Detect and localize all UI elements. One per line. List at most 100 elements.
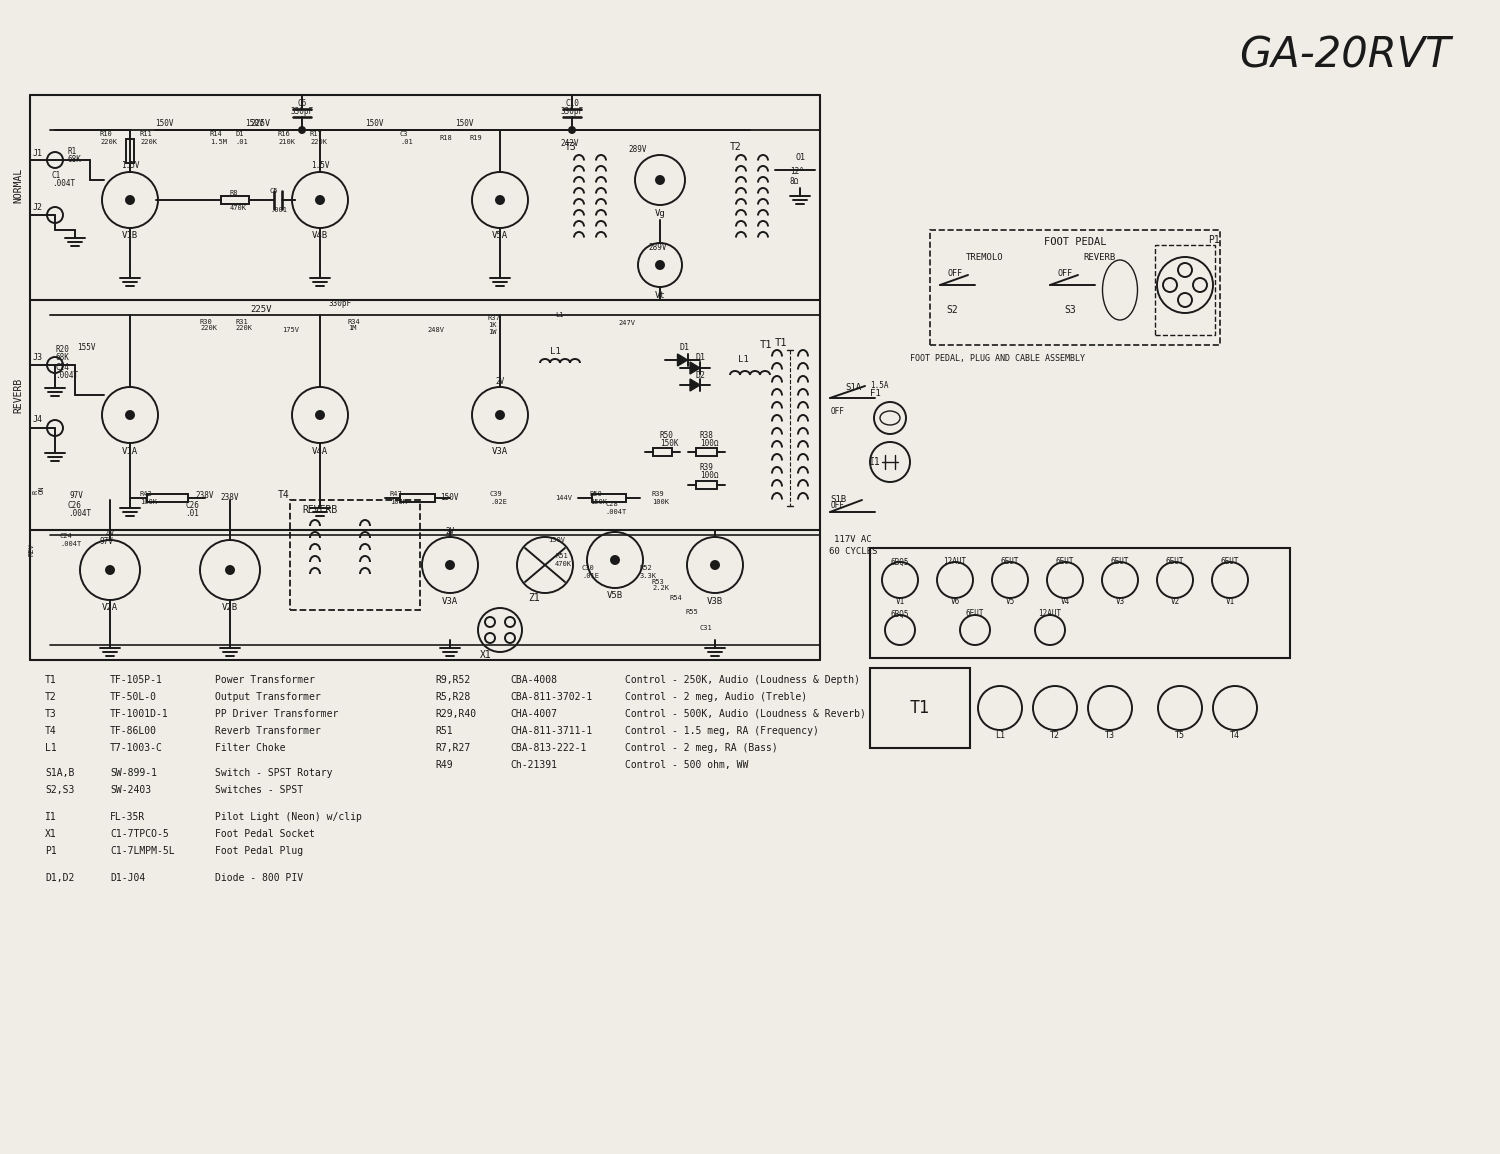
Text: REV: REV	[28, 544, 34, 556]
Text: 12AUT: 12AUT	[944, 557, 966, 567]
Bar	[696, 448, 717, 456]
Text: 1.5V: 1.5V	[120, 162, 140, 171]
Text: 242V: 242V	[560, 138, 579, 148]
Text: R38: R38	[700, 430, 714, 440]
Text: Power Transformer: Power Transformer	[214, 675, 315, 685]
Text: R39: R39	[700, 464, 714, 472]
Text: .004T: .004T	[56, 372, 78, 381]
Text: SW-2403: SW-2403	[110, 785, 152, 795]
Text: T2: T2	[730, 142, 741, 152]
Text: C10: C10	[566, 98, 579, 107]
Text: 247V: 247V	[618, 320, 634, 325]
Text: TREMOLO: TREMOLO	[966, 254, 1004, 262]
Bar	[696, 481, 717, 489]
Text: TF-1001D-1: TF-1001D-1	[110, 709, 168, 719]
Text: FOOT PEDAL, PLUG AND CABLE ASSEMBLY: FOOT PEDAL, PLUG AND CABLE ASSEMBLY	[910, 354, 1084, 364]
Polygon shape	[690, 362, 700, 374]
Text: 100Ω: 100Ω	[700, 472, 718, 480]
Bar	[870, 548, 1290, 658]
Text: T1: T1	[760, 340, 772, 350]
Text: 238V: 238V	[220, 494, 238, 502]
Polygon shape	[678, 354, 687, 366]
Text: I1: I1	[868, 457, 880, 467]
Text: FOOT PEDAL: FOOT PEDAL	[1044, 237, 1106, 247]
Text: 6BQ5: 6BQ5	[891, 557, 909, 567]
Text: 330pF: 330pF	[328, 299, 351, 307]
Text: OFF: OFF	[1058, 269, 1072, 277]
Text: OFF: OFF	[831, 407, 844, 417]
Text: 289V: 289V	[648, 242, 666, 252]
Text: S2,S3: S2,S3	[45, 785, 75, 795]
Text: T1: T1	[910, 699, 930, 717]
Text: I1: I1	[45, 812, 57, 822]
Text: D1,D2: D1,D2	[45, 872, 75, 883]
Bar	[399, 494, 435, 502]
Circle shape	[610, 556, 620, 564]
Text: 8Ω: 8Ω	[790, 178, 800, 187]
Text: C26: C26	[68, 501, 82, 510]
Text: 97V: 97V	[70, 490, 84, 500]
Text: R14
1.5M: R14 1.5M	[210, 132, 226, 144]
Text: REVERB: REVERB	[303, 505, 338, 515]
Text: C30
.01E: C30 .01E	[582, 565, 598, 578]
Text: D1
.01: D1 .01	[236, 132, 248, 144]
Text: V1A: V1A	[122, 447, 138, 456]
Text: D2: D2	[694, 370, 705, 380]
Text: F1: F1	[870, 390, 880, 398]
Text: V4A: V4A	[312, 447, 328, 456]
Text: R19: R19	[470, 135, 483, 141]
Text: J1: J1	[33, 149, 44, 157]
Bar	[652, 448, 672, 456]
Polygon shape	[690, 379, 700, 391]
Text: Control - 500 ohm, WW: Control - 500 ohm, WW	[626, 760, 748, 770]
Text: 12AUT: 12AUT	[1038, 609, 1062, 619]
Text: 12°: 12°	[790, 167, 804, 177]
Bar	[1155, 245, 1215, 335]
Text: S1A,B: S1A,B	[45, 769, 75, 778]
Text: 155V: 155V	[76, 344, 96, 352]
Text: 330pF: 330pF	[561, 106, 584, 115]
Text: 150V: 150V	[454, 119, 474, 127]
Text: L1: L1	[555, 312, 564, 319]
Text: R20: R20	[56, 345, 69, 354]
Text: D1: D1	[694, 353, 705, 362]
Text: R17
220K: R17 220K	[310, 132, 327, 144]
Text: 2V: 2V	[495, 376, 504, 385]
Text: T3: T3	[1106, 732, 1114, 741]
Text: T3: T3	[566, 142, 576, 152]
Text: Ch-21391: Ch-21391	[510, 760, 556, 770]
Text: S1A: S1A	[844, 383, 861, 392]
Circle shape	[711, 561, 718, 569]
Text: TF-86L00: TF-86L00	[110, 726, 158, 736]
Text: L1: L1	[550, 347, 561, 357]
Text: Filter Choke: Filter Choke	[214, 743, 285, 754]
Text: 150V: 150V	[548, 537, 566, 544]
Text: GA-20RVT: GA-20RVT	[1239, 33, 1450, 76]
Bar	[147, 494, 188, 502]
Text: 117V AC: 117V AC	[834, 535, 872, 545]
Text: O1: O1	[795, 153, 806, 163]
Text: .004T: .004T	[53, 179, 75, 187]
Bar	[126, 140, 134, 163]
Text: V4B: V4B	[312, 232, 328, 240]
Text: 238V: 238V	[195, 490, 213, 500]
Text: 330pF: 330pF	[291, 106, 314, 115]
Circle shape	[656, 261, 664, 269]
Text: J2: J2	[33, 203, 44, 212]
Text: CBA-813-222-1: CBA-813-222-1	[510, 743, 586, 754]
Text: C1-7TPCO-5: C1-7TPCO-5	[110, 829, 168, 839]
Text: 6EUT: 6EUT	[1110, 557, 1130, 567]
Bar	[222, 196, 249, 204]
Text: R
ON: R ON	[32, 486, 45, 494]
Text: T4: T4	[278, 490, 290, 500]
Text: 6EUT: 6EUT	[1166, 557, 1185, 567]
Text: D1: D1	[680, 344, 690, 352]
Text: V1B: V1B	[122, 232, 138, 240]
Circle shape	[656, 177, 664, 183]
Circle shape	[298, 127, 304, 133]
Text: R53
2.2K: R53 2.2K	[652, 578, 669, 592]
Text: L1: L1	[994, 732, 1005, 741]
Text: Control - 1.5 meg, RA (Frequency): Control - 1.5 meg, RA (Frequency)	[626, 726, 819, 736]
Text: L1: L1	[738, 355, 748, 365]
Text: R18: R18	[440, 135, 453, 141]
